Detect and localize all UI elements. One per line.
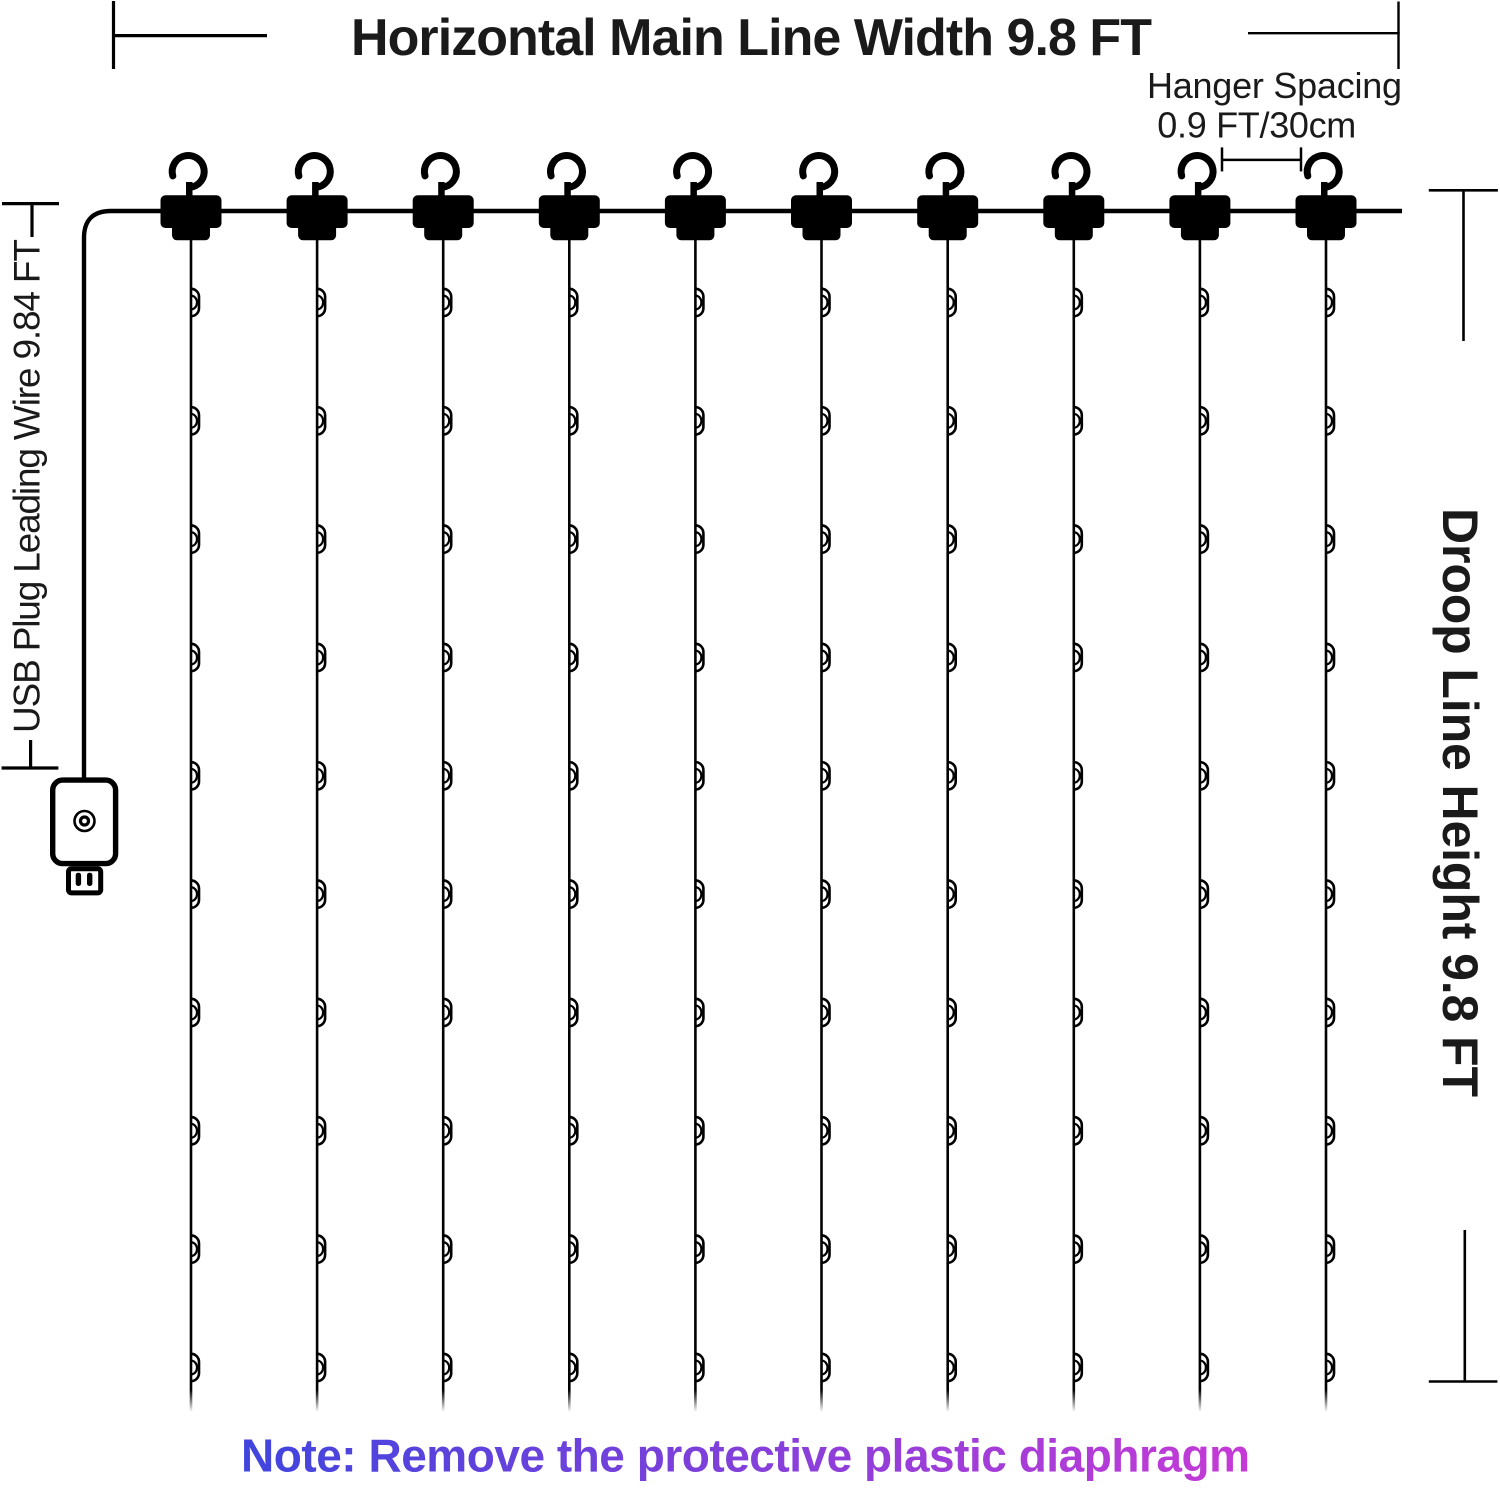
svg-text:USB Plug Leading Wire 9.84 FT: USB Plug Leading Wire 9.84 FT [6,239,47,733]
svg-text:Horizontal Main Line Width 9.8: Horizontal Main Line Width 9.8 FT [351,9,1152,67]
svg-text:Hanger Spacing: Hanger Spacing [1147,65,1402,106]
svg-text:Droop Line Height 9.8 FT: Droop Line Height 9.8 FT [1432,508,1488,1097]
svg-text:0.9 FT/30cm: 0.9 FT/30cm [1157,105,1356,146]
svg-text:Note: Remove the protective pl: Note: Remove the protective plastic diap… [241,1430,1250,1482]
